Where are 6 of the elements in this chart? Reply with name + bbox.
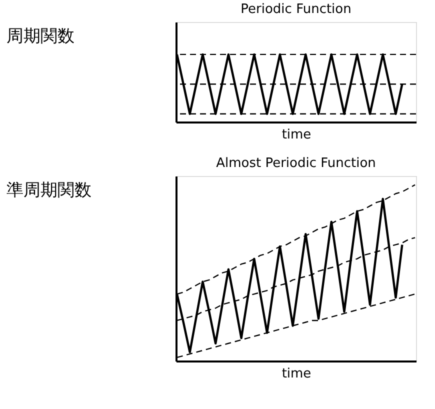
y-axis-title: 準周期関数: [6, 180, 92, 200]
x-axis-title: time: [282, 128, 312, 142]
chart-title: Periodic Function: [240, 2, 352, 17]
y-axis-title: 周期関数: [6, 26, 74, 46]
x-axis-title: time: [282, 366, 312, 382]
chart-title: Almost Periodic Function: [216, 156, 376, 171]
